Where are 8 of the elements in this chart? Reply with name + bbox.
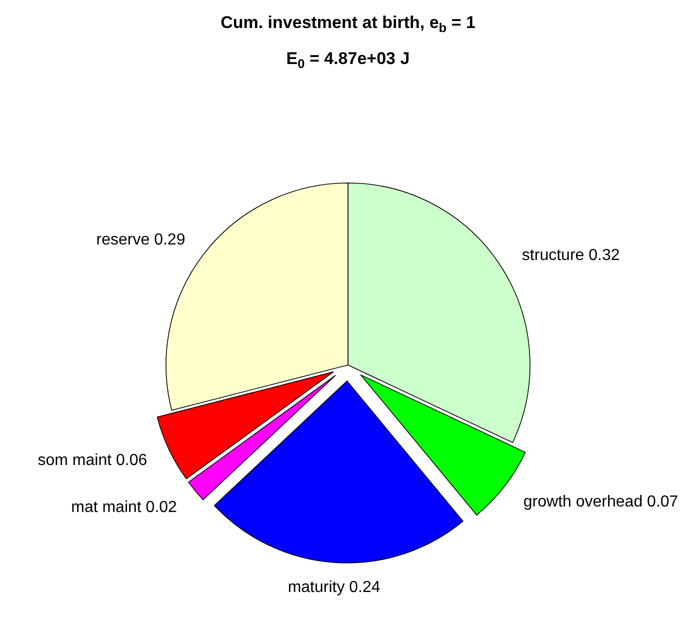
slice-label: som maint 0.06 <box>38 452 148 470</box>
slice-label: growth overhead 0.07 <box>523 494 678 511</box>
slice-label: reserve 0.29 <box>96 231 186 248</box>
slice-label: maturity 0.24 <box>288 579 380 596</box>
slice-label: mat maint 0.02 <box>71 499 178 516</box>
chart-subtitle: E$_{0}$ = 4.87e+03 J <box>286 49 410 71</box>
slice-label: structure 0.32 <box>522 247 620 264</box>
chart-title: Cum. investment at birth, e$_{b}$ = 1 <box>220 13 476 35</box>
